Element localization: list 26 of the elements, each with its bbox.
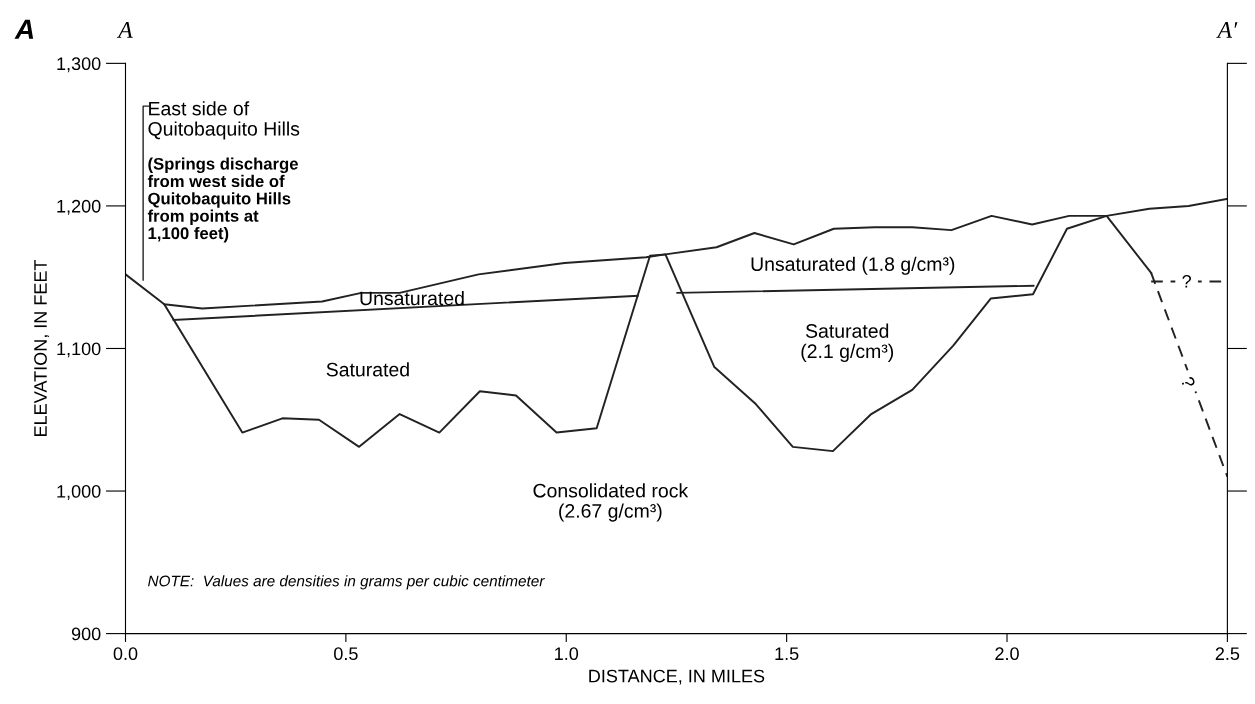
- x-tick-label: 2.5: [1215, 647, 1240, 661]
- annotation: East side of Quitobaquito Hills: [148, 101, 300, 140]
- y-tick-label: 1,300: [57, 57, 101, 73]
- y-tick-label: 1,200: [57, 199, 101, 215]
- x-tick-label: 2.0: [995, 647, 1019, 661]
- annotation: ?: [1180, 375, 1196, 389]
- annotation: Saturated (2.1 g/cm³): [801, 323, 894, 362]
- annotation: Unsaturated: [360, 290, 464, 306]
- text: A: [14, 19, 34, 39]
- annotation: (Springs discharge from west side of Quitobaquito Hills from points at 1,100 feet): [147, 157, 298, 243]
- x-tick-label: 1.0: [555, 647, 579, 661]
- x-tick-label: 0.0: [113, 647, 138, 661]
- text: A′: [1216, 22, 1238, 38]
- x-axis-title: DISTANCE, IN MILES: [589, 669, 765, 685]
- text: A: [117, 22, 133, 38]
- x-tick-label: 0.5: [334, 647, 358, 661]
- annotation: Consolidated rock (2.67 g/cm³): [533, 483, 689, 522]
- y-axis-title: ELEVATION, IN FEET: [34, 259, 50, 436]
- annotation: ?: [1182, 274, 1191, 288]
- annotation: NOTE: Values are densities in grams per cubic centimeter: [148, 575, 545, 590]
- x-tick-label: 1.5: [775, 647, 799, 661]
- y-tick-label: 900: [71, 627, 101, 641]
- y-tick-label: 1,000: [57, 484, 101, 500]
- annotation: Saturated: [326, 362, 409, 377]
- y-tick-label: 1,100: [57, 342, 101, 358]
- annotation: Unsaturated (1.8 g/cm³): [751, 256, 955, 275]
